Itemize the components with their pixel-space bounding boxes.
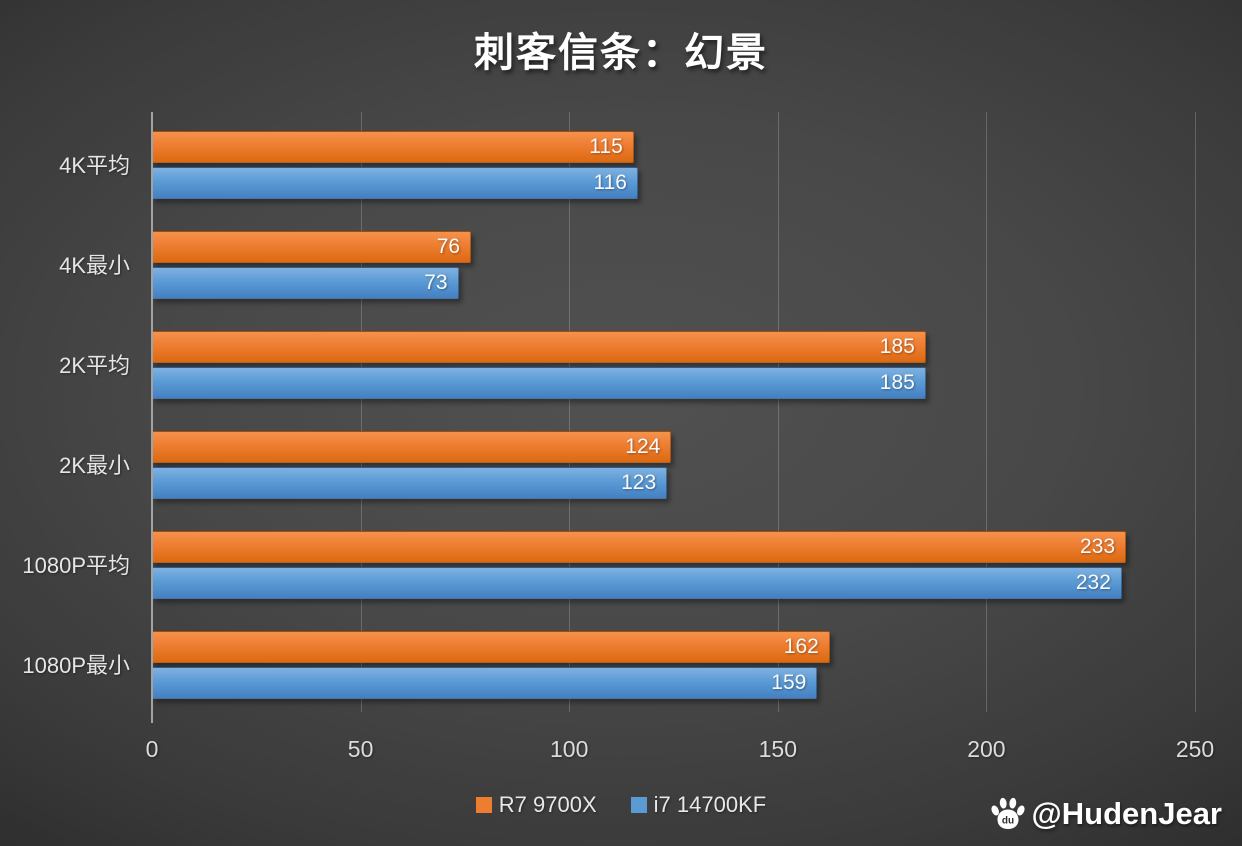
x-tick-200: 200 <box>967 736 1006 762</box>
bar-r7-9700x-4K最小: 76 <box>152 231 472 263</box>
y-label-1080P最小: 1080P最小 <box>22 653 130 678</box>
bar-value-label: 233 <box>1080 535 1116 558</box>
legend-label: i7 14700KF <box>653 792 767 817</box>
x-tick-50: 50 <box>347 736 374 762</box>
bar-group-2K最小: 124 123 <box>152 412 1195 512</box>
bar-group-4K平均: 115 116 <box>152 112 1195 212</box>
bar-value-label: 232 <box>1075 571 1111 594</box>
plot-area: 115 116 76 73 185 185 124 123 233 232 162 159 <box>151 112 1196 723</box>
y-label-2K最小: 2K最小 <box>59 453 130 478</box>
bar-value-label: 162 <box>783 635 819 658</box>
y-axis-line <box>151 112 153 723</box>
bar-i7-14700kf-4K平均: 116 <box>152 167 638 199</box>
bar-i7-14700kf-2K平均: 185 <box>152 367 926 399</box>
baidu-paw-icon: du <box>990 797 1025 829</box>
x-tick-100: 100 <box>550 736 589 762</box>
gridline-200 <box>986 112 988 712</box>
y-label-1080P平均: 1080P平均 <box>22 553 130 578</box>
bar-r7-9700x-1080P平均: 233 <box>152 531 1127 563</box>
bar-value-label: 116 <box>593 171 627 194</box>
bar-value-label: 185 <box>879 335 915 358</box>
bar-value-label: 115 <box>589 135 623 158</box>
y-label-4K最小: 4K最小 <box>59 253 130 278</box>
watermark: du @HudenJear <box>990 796 1222 832</box>
bar-i7-14700kf-1080P最小: 159 <box>152 667 818 699</box>
bar-r7-9700x-2K最小: 124 <box>152 431 672 463</box>
bar-group-2K平均: 185 185 <box>152 312 1195 412</box>
bar-r7-9700x-1080P最小: 162 <box>152 631 830 663</box>
gridline-250 <box>1195 112 1196 712</box>
x-tick-250: 250 <box>1175 736 1215 762</box>
bar-group-1080P最小: 162 159 <box>152 612 1195 712</box>
bar-value-label: 185 <box>879 371 915 394</box>
y-label-2K平均: 2K平均 <box>59 353 130 378</box>
bar-r7-9700x-2K平均: 185 <box>152 331 926 363</box>
legend-swatch-orange <box>475 797 492 813</box>
legend-swatch-blue <box>630 797 647 813</box>
bar-value-label: 123 <box>621 471 657 494</box>
svg-text:du: du <box>1001 816 1013 827</box>
x-tick-0: 0 <box>145 736 159 762</box>
gridline-150 <box>777 112 779 712</box>
bar-i7-14700kf-4K最小: 73 <box>152 267 459 299</box>
bar-value-label: 76 <box>436 235 461 258</box>
watermark-handle: @HudenJear <box>1031 796 1222 831</box>
x-axis-tick-labels: 0 50 100 150 200 250 <box>146 736 1215 768</box>
legend-label: R7 9700X <box>498 792 597 817</box>
legend-item-r7-9700x: R7 9700X <box>475 792 597 818</box>
bar-i7-14700kf-1080P平均: 232 <box>152 567 1122 599</box>
x-tick-150: 150 <box>758 736 797 762</box>
bar-i7-14700kf-2K最小: 123 <box>152 467 668 499</box>
bar-group-4K最小: 76 73 <box>152 212 1195 312</box>
bar-group-1080P平均: 233 232 <box>152 512 1195 612</box>
chart-legend: R7 9700X i7 14700KF <box>0 792 1242 818</box>
bar-value-label: 159 <box>771 671 807 694</box>
legend-item-i7-14700kf: i7 14700KF <box>630 792 767 818</box>
gridline-50 <box>360 112 362 712</box>
y-label-4K平均: 4K平均 <box>59 153 130 178</box>
bar-value-label: 124 <box>625 435 661 458</box>
chart-title: 刺客信条：幻景 <box>474 31 768 75</box>
bar-value-label: 73 <box>424 271 448 294</box>
gridline-100 <box>569 112 571 712</box>
bar-r7-9700x-4K平均: 115 <box>152 131 634 163</box>
